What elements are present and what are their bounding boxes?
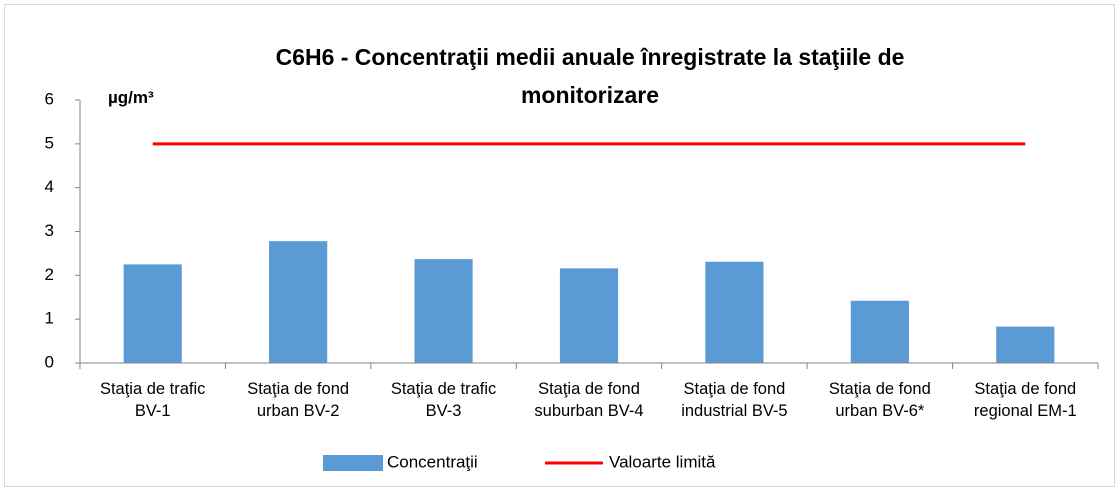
y-unit: µg/m³ bbox=[108, 88, 154, 107]
chart-title: C6H6 - Concentraţii medii anuale înregis… bbox=[275, 44, 905, 108]
legend-label: Valoarte limită bbox=[609, 452, 716, 471]
legend-label: Concentraţii bbox=[387, 452, 478, 471]
x-tick-label: Staţia de fond urban BV-2 bbox=[247, 380, 350, 420]
bar bbox=[850, 300, 909, 363]
y-tick-label: 4 bbox=[45, 177, 54, 196]
x-tick-label: Staţia de fond industrial BV-5 bbox=[681, 380, 788, 420]
x-tick-label: Staţia de fond urban BV-6* bbox=[828, 380, 931, 420]
y-tick-label: 1 bbox=[45, 309, 54, 328]
bar bbox=[559, 268, 619, 363]
x-tick-label: Staţia de trafic BV-1 bbox=[99, 380, 206, 420]
y-tick-label: 0 bbox=[45, 352, 54, 371]
chart-border bbox=[4, 4, 1115, 487]
y-tick-label: 3 bbox=[45, 221, 54, 240]
bar bbox=[414, 259, 473, 363]
x-tick-label: Staţia de fond suburban BV-4 bbox=[534, 380, 644, 420]
x-tick-label: Staţia de fond regional EM-1 bbox=[973, 380, 1077, 420]
legend-swatch bbox=[323, 455, 383, 471]
bar bbox=[269, 241, 328, 363]
y-tick-label: 5 bbox=[45, 133, 54, 152]
bar bbox=[996, 326, 1055, 363]
x-tick-label: Staţia de trafic BV-3 bbox=[390, 380, 497, 420]
bar bbox=[705, 261, 764, 363]
y-tick-label: 6 bbox=[45, 89, 54, 108]
y-tick-label: 2 bbox=[45, 265, 54, 284]
bar bbox=[123, 264, 182, 363]
